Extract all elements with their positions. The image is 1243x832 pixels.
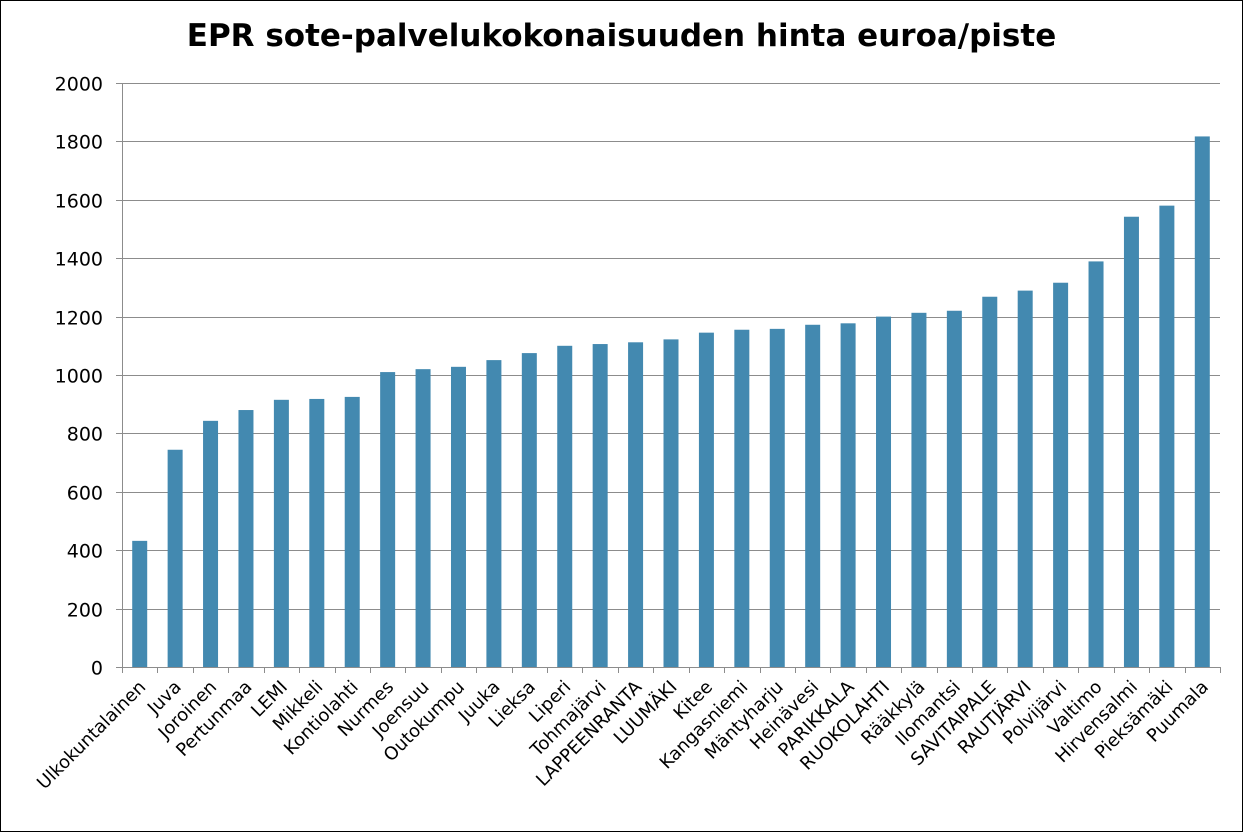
bar xyxy=(592,344,608,667)
y-tick-label: 1800 xyxy=(55,132,103,154)
bar xyxy=(698,332,714,667)
y-tick-label: 0 xyxy=(91,658,103,680)
y-tick-label: 1600 xyxy=(55,191,103,213)
bar xyxy=(628,342,644,667)
x-tick-label: Ulkokuntalainen xyxy=(33,677,150,794)
bar xyxy=(876,316,892,667)
y-tick-label: 1000 xyxy=(55,366,103,388)
bar xyxy=(840,323,856,667)
bar xyxy=(1053,282,1069,667)
bar xyxy=(946,310,962,667)
chart-title: EPR sote-palvelukokonaisuuden hinta euro… xyxy=(186,18,1057,54)
y-tick-label: 200 xyxy=(67,600,103,622)
bar xyxy=(805,324,821,667)
bar xyxy=(344,396,360,667)
y-tick-label: 1400 xyxy=(55,249,103,271)
bar xyxy=(557,345,573,667)
y-tick-label: 400 xyxy=(67,541,103,563)
bar xyxy=(1123,216,1139,667)
bar xyxy=(380,372,396,667)
bar xyxy=(1017,290,1033,667)
axes xyxy=(116,83,1221,673)
bar xyxy=(734,329,750,667)
bar xyxy=(203,420,219,667)
bar xyxy=(132,540,148,667)
bar xyxy=(982,296,998,667)
bar xyxy=(521,353,537,667)
bars xyxy=(132,136,1210,667)
bar xyxy=(1088,261,1104,667)
bar xyxy=(309,398,325,667)
y-tick-labels: 0 200 400 600 800 1000 1200 1400 1600 1800 2000 xyxy=(55,74,103,680)
bar xyxy=(450,366,466,667)
bar xyxy=(769,328,785,667)
bar xyxy=(663,339,679,667)
bar xyxy=(1194,136,1210,667)
bar xyxy=(415,369,431,667)
bar xyxy=(486,360,502,667)
bar xyxy=(911,312,927,667)
y-tick-label: 1200 xyxy=(55,308,103,330)
y-tick-label: 800 xyxy=(67,424,103,446)
bar xyxy=(167,449,183,667)
bar xyxy=(273,399,289,667)
x-tick-labels: UlkokuntalainenJuvaJoroinenPertunmaaLEMI… xyxy=(33,676,1213,794)
bar xyxy=(238,410,254,667)
bar xyxy=(1159,205,1175,667)
y-tick-label: 2000 xyxy=(55,74,103,96)
y-tick-label: 600 xyxy=(67,483,103,505)
